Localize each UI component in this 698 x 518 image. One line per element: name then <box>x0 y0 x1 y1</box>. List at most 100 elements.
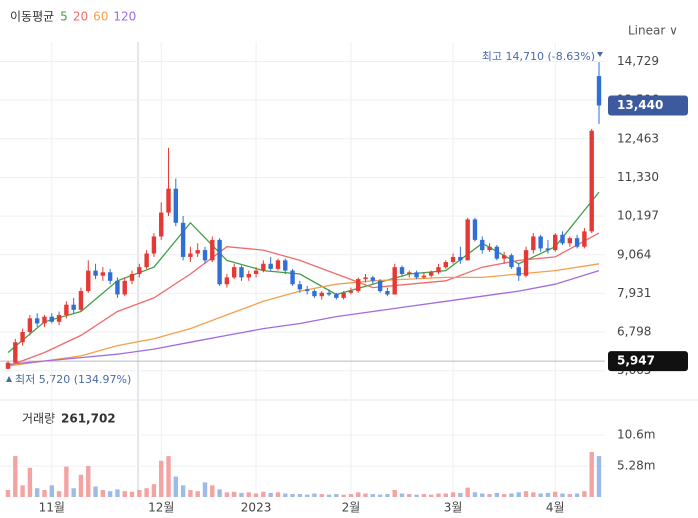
volume-bar <box>268 492 273 497</box>
volume-bar <box>356 492 361 497</box>
volume-bar <box>385 494 390 497</box>
volume-bar <box>195 491 200 497</box>
candle-body <box>574 238 580 247</box>
x-tick-label: 2월 <box>342 501 361 515</box>
x-tick-label: 12월 <box>148 501 174 515</box>
candle-body <box>407 272 412 274</box>
volume-bar <box>458 492 463 497</box>
volume-bar <box>253 493 259 497</box>
volume-last: 261,702 <box>61 412 116 426</box>
y-tick-label: 10,197 <box>617 209 659 223</box>
candle-body <box>436 267 441 273</box>
low-marker <box>6 376 12 382</box>
candle-body <box>173 188 179 223</box>
candle-body <box>509 255 514 268</box>
volume-bar <box>166 456 171 497</box>
candle-body <box>122 280 127 295</box>
volume-bar <box>472 492 478 497</box>
candle-body <box>253 270 259 274</box>
candle-body <box>86 270 91 292</box>
volume-bar <box>407 494 412 497</box>
candle-body <box>297 284 303 290</box>
candle-body <box>589 130 594 232</box>
moving-average-line <box>7 269 600 366</box>
candle-body <box>188 253 193 257</box>
volume-bar <box>64 466 69 497</box>
volume-bar <box>312 493 317 497</box>
last-price-box <box>608 95 688 116</box>
volume-bar <box>341 494 346 497</box>
legend-entry: 20 <box>73 10 88 24</box>
volume-bar <box>538 493 543 497</box>
legend-entry: 5 <box>60 10 68 24</box>
volume-bar <box>414 494 419 497</box>
candle-body <box>283 260 288 271</box>
x-tick-label: 11월 <box>39 501 65 515</box>
volume-bar <box>115 489 120 497</box>
candle-body <box>261 263 266 271</box>
volume-bar <box>545 492 551 497</box>
y-tick-label: 9,064 <box>617 247 651 261</box>
x-tick-label: 3월 <box>444 501 463 515</box>
candle-body <box>107 272 113 281</box>
volume-bar <box>71 488 76 497</box>
candle-body <box>20 332 25 343</box>
x-tick-label: 2023 <box>241 501 272 515</box>
reference-price-label: 5,947 <box>617 354 655 368</box>
candle-body <box>458 256 463 261</box>
candle-body <box>538 236 543 249</box>
volume-bar <box>297 494 303 497</box>
volume-bar <box>523 491 529 497</box>
volume-bar <box>86 466 91 497</box>
volume-bar <box>450 492 456 497</box>
volume-bar <box>465 487 470 497</box>
volume-bar <box>239 492 244 497</box>
candle-body <box>582 231 587 247</box>
y-tick-label: 14,729 <box>617 54 659 68</box>
volume-title: 거래량 <box>22 412 55 426</box>
volume-bar <box>501 494 507 497</box>
candle-body <box>494 246 500 259</box>
candle-body <box>356 279 361 292</box>
volume-bar <box>210 485 215 497</box>
candle-body <box>239 267 244 278</box>
volume-bar <box>370 494 376 497</box>
volume-bar <box>377 494 383 497</box>
candle-body <box>363 277 368 280</box>
candle-body <box>428 272 434 276</box>
volume-bar <box>436 493 441 497</box>
volume-bar <box>173 476 179 497</box>
scale-toggle[interactable]: Linear ∨ <box>628 24 678 38</box>
candle-body <box>151 236 157 254</box>
volume-bar <box>399 493 405 497</box>
candle-body <box>49 316 54 322</box>
x-tick-label: 4월 <box>546 501 565 515</box>
candle-body <box>224 277 230 285</box>
volume-bar <box>531 492 536 497</box>
candle-body <box>567 238 573 244</box>
volume-bar <box>129 491 135 497</box>
candle-body <box>531 236 536 251</box>
y-tick-label: 11,330 <box>617 170 659 184</box>
candle-body <box>385 291 390 295</box>
candle-body <box>210 239 215 261</box>
candle-body <box>487 246 492 251</box>
volume-bar <box>283 493 288 497</box>
volume-bar <box>582 491 587 497</box>
candle-body <box>202 250 208 261</box>
candle-body <box>472 219 478 240</box>
candle-body <box>246 274 251 278</box>
volume-bar <box>589 452 594 497</box>
candle-body <box>334 294 339 298</box>
y-tick-label: 7,931 <box>617 286 651 300</box>
volume-bar <box>560 493 565 497</box>
volume-bar <box>180 485 186 497</box>
candle-body <box>129 274 135 281</box>
volume-bar <box>107 491 113 497</box>
volume-bar <box>224 492 230 497</box>
candle-body <box>159 212 164 237</box>
volume-bar <box>428 494 434 497</box>
volume-bar <box>78 474 84 497</box>
reference-price-box <box>608 351 688 372</box>
